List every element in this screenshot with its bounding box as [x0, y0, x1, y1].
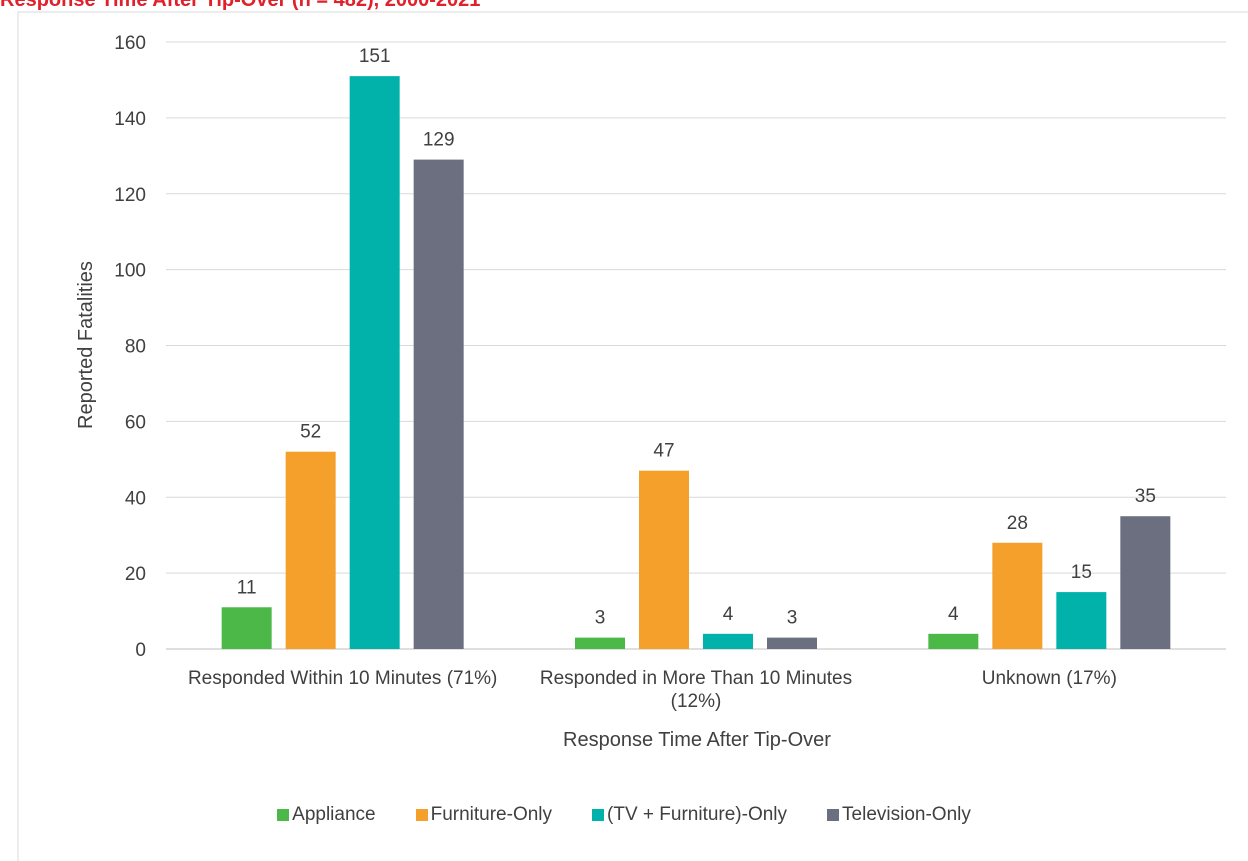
- legend-label: (TV + Furniture)-Only: [607, 804, 788, 825]
- y-tick-label: 100: [114, 261, 146, 282]
- y-axis-label: Reported Fatalities: [75, 261, 97, 429]
- legend-item: Appliance: [277, 804, 376, 826]
- bar: [349, 76, 400, 650]
- data-label: 35: [1135, 486, 1156, 507]
- x-axis-label: Response Time After Tip-Over: [563, 729, 831, 751]
- y-tick-label: 120: [114, 185, 146, 206]
- data-label: 47: [653, 441, 674, 462]
- legend-label: Appliance: [292, 804, 376, 825]
- bar: [767, 637, 817, 649]
- data-label: 3: [787, 608, 798, 629]
- bar: [1120, 516, 1171, 649]
- chart-title: Response Time After Tip-Over (n = 482), …: [0, 0, 480, 11]
- x-tick-label: Responded Within 10 Minutes (71%): [187, 668, 498, 689]
- bar: [221, 607, 272, 649]
- legend-label: Furniture-Only: [430, 804, 553, 825]
- bar: [1056, 592, 1107, 649]
- data-label: 4: [723, 604, 734, 625]
- bar: [703, 633, 753, 649]
- data-label: 11: [237, 577, 257, 598]
- legend-swatch: [277, 809, 290, 821]
- legend-item: Furniture-Only: [415, 804, 553, 826]
- data-label: 3: [595, 608, 606, 629]
- bar: [928, 633, 979, 649]
- x-tick-label: Unknown (17%): [981, 668, 1117, 689]
- legend-swatch: [827, 809, 840, 821]
- bar: [285, 451, 336, 649]
- data-label: 151: [359, 46, 391, 67]
- chart-frame: [17, 11, 1248, 861]
- legend-swatch: [592, 809, 605, 821]
- bar: [992, 542, 1043, 649]
- y-tick-label: 40: [125, 488, 146, 509]
- y-tick-label: 60: [125, 412, 146, 433]
- data-label: 129: [423, 130, 455, 151]
- legend-item: (TV + Furniture)-Only: [592, 804, 787, 826]
- bar: [639, 470, 689, 649]
- legend: Appliance Furniture-Only (TV + Furniture)-…: [0, 804, 1248, 826]
- bar: [575, 637, 625, 649]
- legend-swatch: [415, 809, 428, 821]
- data-label: 52: [300, 422, 321, 443]
- y-tick-label: 0: [135, 640, 146, 661]
- y-tick-label: 20: [125, 564, 146, 585]
- x-tick-label: Responded in More Than 10 Minutes (12%): [539, 668, 853, 712]
- y-tick-label: 80: [125, 337, 146, 358]
- bar: [413, 159, 464, 649]
- legend-label: Television-Only: [842, 804, 971, 825]
- data-label: 15: [1071, 562, 1092, 583]
- y-tick-label: 160: [114, 33, 146, 54]
- data-label: 4: [948, 604, 959, 625]
- data-label: 28: [1007, 513, 1028, 534]
- legend-item: Television-Only: [827, 804, 971, 826]
- y-tick-label: 140: [114, 109, 146, 130]
